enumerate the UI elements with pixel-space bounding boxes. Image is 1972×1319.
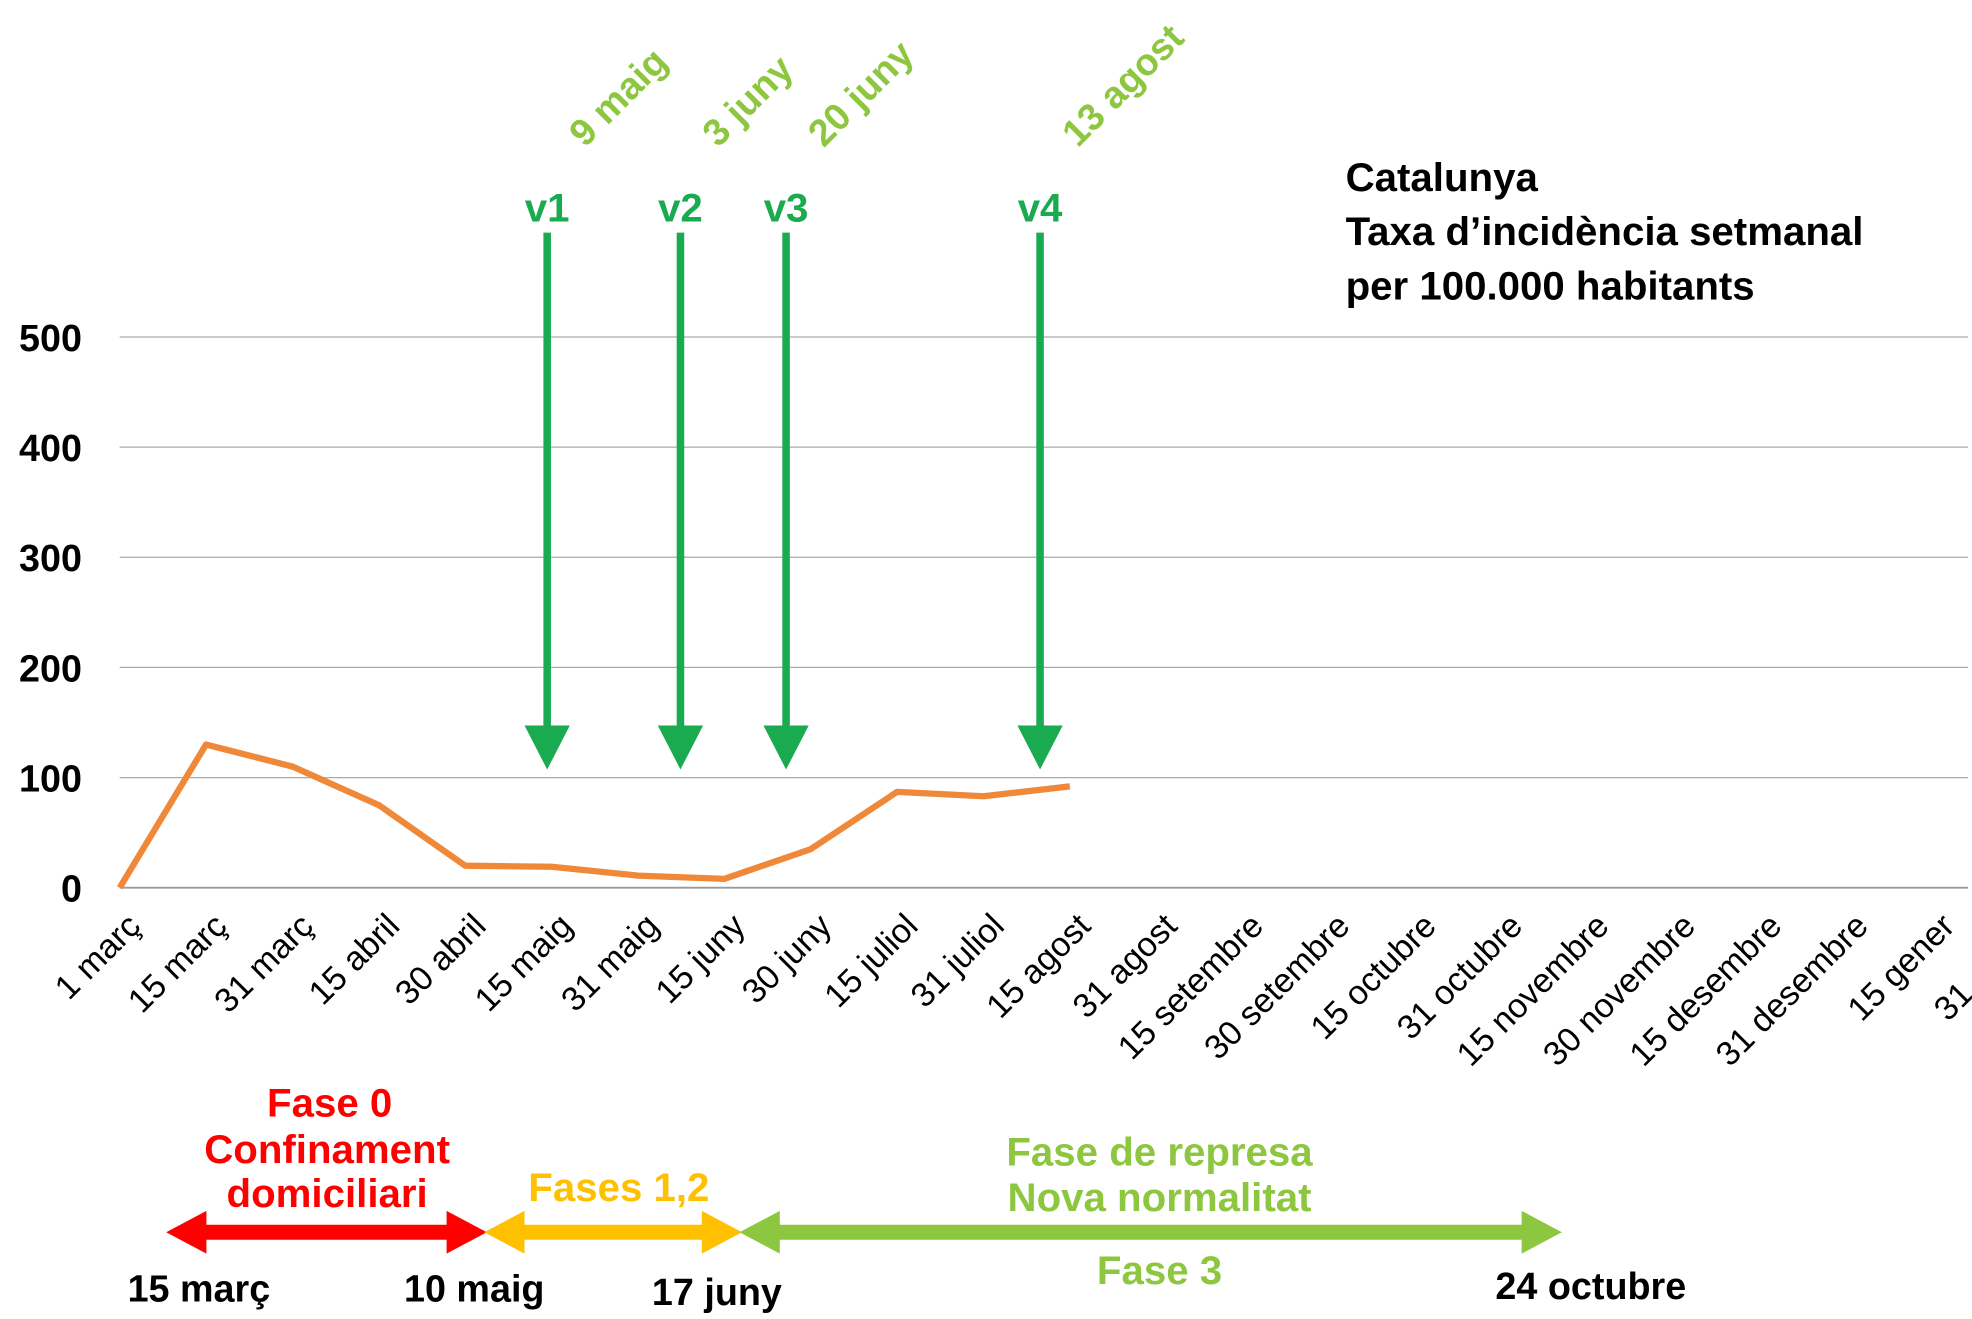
- y-tick-label: 500: [19, 317, 82, 359]
- annotation-date: 20 juny: [800, 32, 922, 154]
- annotation-date: 3 juny: [694, 47, 801, 154]
- annotation-label: v1: [525, 185, 570, 230]
- y-tick-label: 200: [19, 647, 82, 689]
- x-tick-label: 15 juny: [648, 907, 752, 1011]
- phase-arrowhead: [1521, 1210, 1562, 1254]
- y-tick-label: 300: [19, 537, 82, 579]
- phase-label: Fases 1,2: [528, 1165, 709, 1210]
- phase-label: Confinament: [204, 1127, 450, 1172]
- x-tick-label: 15 abril: [302, 907, 408, 1013]
- phase-date: 24 octubre: [1495, 1265, 1686, 1307]
- phase-arrowhead: [739, 1210, 780, 1254]
- phase-label: Fase 3: [1097, 1248, 1222, 1293]
- x-tick-label: 31 maig: [554, 907, 666, 1019]
- x-tick-label: 15 juliol: [817, 907, 925, 1015]
- phase-date: 10 maig: [404, 1267, 544, 1309]
- phase-label: Fase de represa: [1006, 1130, 1313, 1175]
- annotation-arrowhead: [657, 725, 704, 770]
- chart-title: Taxa d’incidència setmanal: [1346, 209, 1864, 254]
- data-line: [116, 741, 1071, 890]
- annotation-date: 13 agost: [1054, 16, 1192, 154]
- y-tick-label: 400: [19, 427, 82, 469]
- phase-arrowhead: [446, 1210, 487, 1254]
- y-tick-label: 100: [19, 757, 82, 799]
- phase-date: 15 març: [128, 1267, 271, 1309]
- chart-title: per 100.000 habitants: [1346, 263, 1755, 308]
- annotation-label: v4: [1018, 185, 1063, 230]
- chart-title: Catalunya: [1346, 155, 1539, 200]
- y-tick-label: 0: [61, 868, 82, 910]
- annotation-arrowhead: [1017, 725, 1063, 770]
- phase-arrowhead: [484, 1210, 525, 1254]
- annotation-date: 9 maig: [561, 40, 675, 154]
- phase-date: 17 juny: [652, 1271, 782, 1313]
- phase-label: Fase 0: [267, 1081, 392, 1126]
- annotation-arrowhead: [524, 725, 570, 770]
- phase-arrowhead: [701, 1210, 743, 1254]
- annotation-arrowhead: [763, 725, 809, 770]
- phase-label: domiciliari: [227, 1171, 428, 1216]
- annotation-label: v3: [764, 185, 809, 230]
- phase-arrowhead: [166, 1210, 207, 1254]
- phase-label: Nova normalitat: [1008, 1175, 1312, 1220]
- annotation-label: v2: [658, 185, 703, 230]
